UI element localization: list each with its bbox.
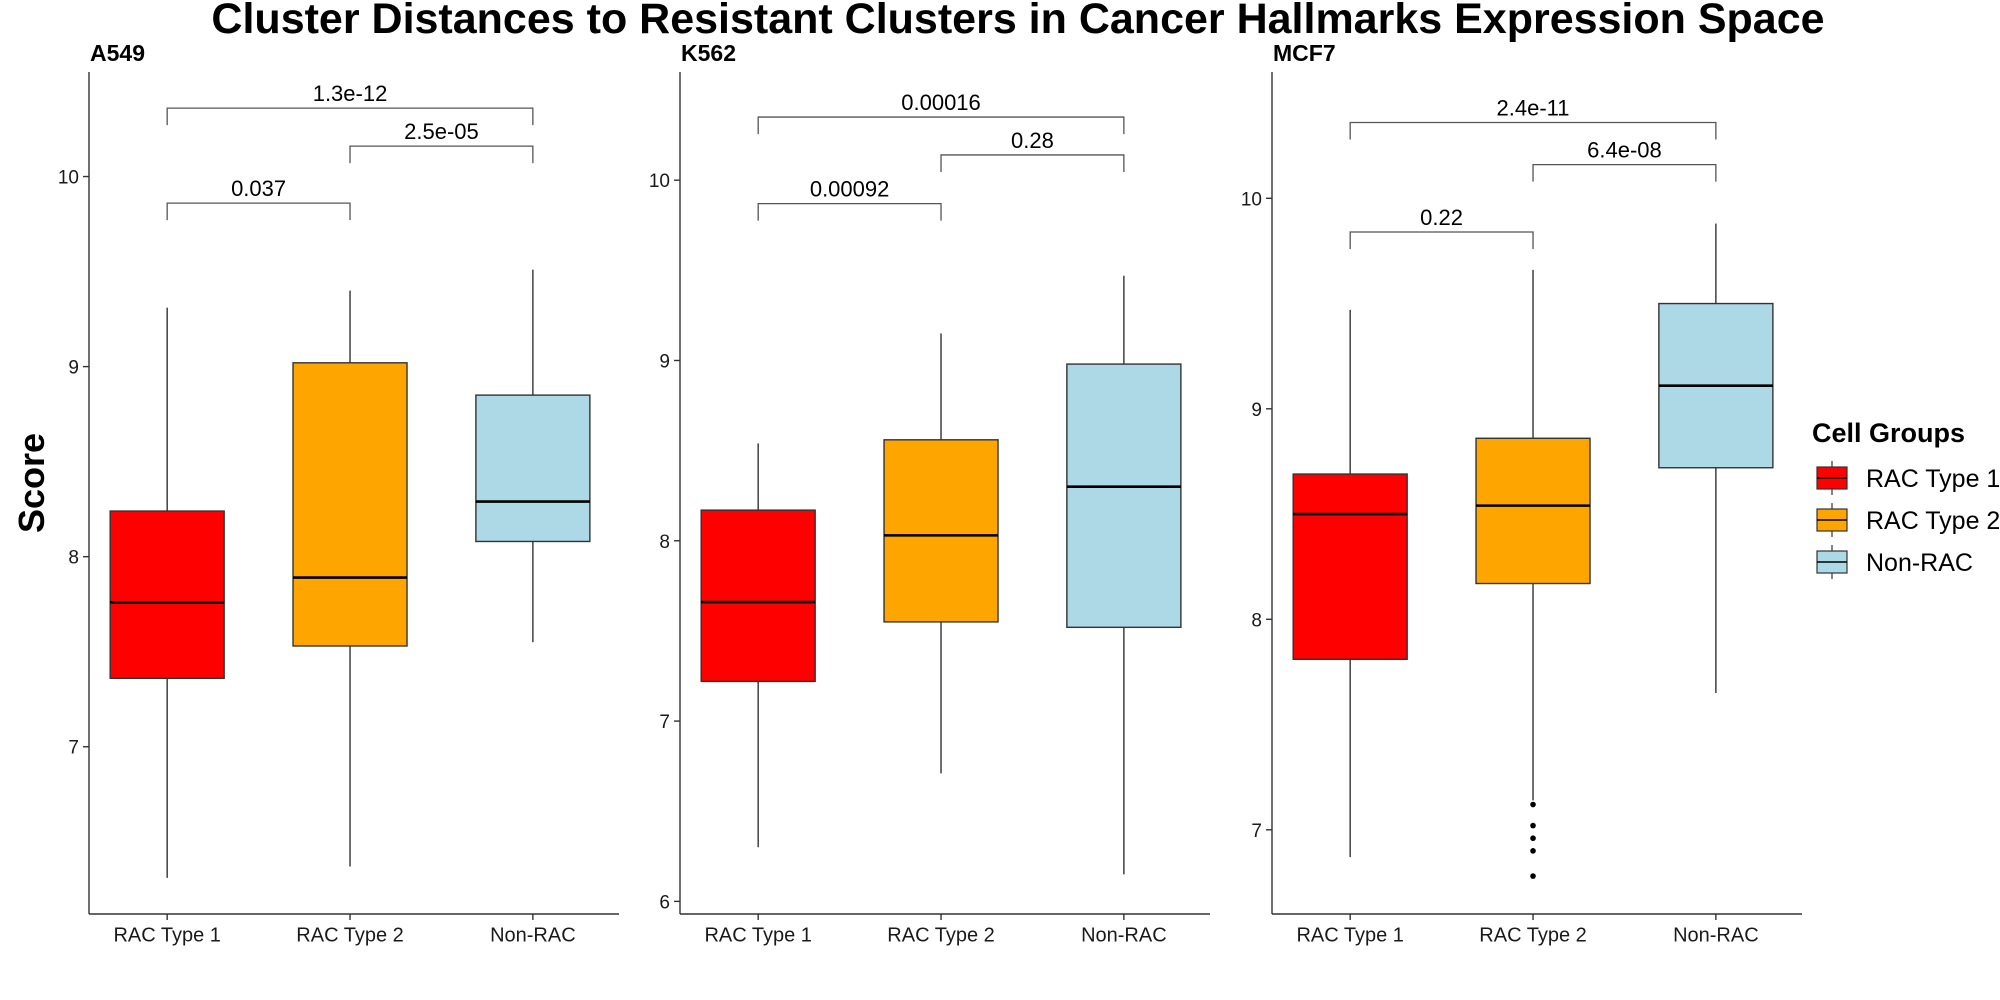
bracket <box>1532 163 1717 182</box>
y-tick-label: 7 <box>1251 821 1262 842</box>
comparison-0-2: 1.3e-12 <box>166 81 534 126</box>
p-value-label: 0.22 <box>1420 205 1463 230</box>
legend-item-rac-type-2: RAC Type 2 <box>1816 503 2000 537</box>
outlier-point <box>1530 835 1536 842</box>
box-body <box>109 510 225 680</box>
legend-item-rac-type-1: RAC Type 1 <box>1816 461 2000 495</box>
panel-a549: A549 7 8 9 10 RAC Type 1 RAC Type 2 Non-RAC 0.03… <box>58 40 619 946</box>
y-tick-label: 9 <box>68 358 79 379</box>
box-body <box>292 362 408 647</box>
legend: Cell Groups RAC Type 1 RAC Type 2 Non-RAC <box>1812 418 2000 579</box>
legend-title: Cell Groups <box>1812 418 1965 448</box>
x-tick-label: RAC Type 2 <box>887 924 994 946</box>
box-body <box>1066 363 1182 629</box>
bracket <box>940 154 1125 172</box>
y-tick-label: 8 <box>1251 610 1262 631</box>
x-tick-label: Non-RAC <box>1673 924 1759 946</box>
p-value-label: 0.28 <box>1011 128 1054 153</box>
box-rac-type-1 <box>1292 309 1408 858</box>
p-value-label: 2.5e-05 <box>404 119 479 144</box>
outlier-point <box>1530 822 1536 829</box>
bracket <box>757 202 942 221</box>
y-tick-label: 10 <box>1241 189 1262 210</box>
box-body <box>1292 473 1408 660</box>
box-rac-type-2 <box>292 290 408 867</box>
box-rac-type-2 <box>1475 269 1591 879</box>
panel-k562: K562 6 7 8 9 10 RAC Type 1 RAC Type 2 Non-RAC 0.0… <box>649 40 1210 946</box>
y-tick-label: 7 <box>68 738 79 759</box>
y-tick-label: 6 <box>659 892 670 913</box>
outlier-point <box>1530 873 1536 879</box>
x-tick-label: RAC Type 1 <box>113 924 220 946</box>
legend-label: RAC Type 2 <box>1866 507 2000 535</box>
y-tick-label: 8 <box>659 532 670 553</box>
comparison-1-2: 2.5e-05 <box>349 119 534 164</box>
panel-title-k562: K562 <box>681 40 736 66</box>
box-body <box>1475 437 1591 585</box>
p-value-label: 1.3e-12 <box>313 81 388 106</box>
panels: A549 7 8 9 10 RAC Type 1 RAC Type 2 Non-RAC 0.03… <box>58 40 1802 946</box>
p-value-label: 2.4e-11 <box>1497 96 1570 121</box>
comparison-0-1: 0.037 <box>166 176 351 221</box>
chart-title: Cluster Distances to Resistant Clusters … <box>211 0 1824 43</box>
box-non-rac <box>1066 275 1182 875</box>
box-body <box>475 394 591 543</box>
y-tick-label: 10 <box>58 168 79 189</box>
panel-mcf7: MCF7 7 8 9 10 RAC Type 1 RAC Type 2 Non-RAC 0.22… <box>1241 40 1802 946</box>
comparison-0-2: 2.4e-11 <box>1349 96 1717 140</box>
box-rac-type-2 <box>883 333 999 774</box>
x-tick-label: RAC Type 1 <box>1296 924 1403 946</box>
comparison-0-1: 0.00092 <box>757 177 942 221</box>
y-tick-label: 10 <box>649 171 670 192</box>
legend-label: Non-RAC <box>1866 549 1973 577</box>
box-non-rac <box>475 269 591 643</box>
x-tick-label: RAC Type 2 <box>1479 924 1586 946</box>
comparison-1-2: 0.28 <box>940 128 1125 172</box>
legend-item-non-rac: Non-RAC <box>1816 545 1973 579</box>
panel-title-mcf7: MCF7 <box>1273 40 1336 66</box>
x-tick-label: RAC Type 2 <box>296 924 403 946</box>
bracket <box>166 202 351 221</box>
box-body <box>883 439 999 623</box>
panel-title-a549: A549 <box>90 40 145 66</box>
y-tick-label: 7 <box>659 712 670 733</box>
bracket <box>1349 121 1717 140</box>
comparison-0-1: 0.22 <box>1349 205 1534 249</box>
p-value-label: 0.00092 <box>810 177 890 202</box>
comparison-0-2: 0.00016 <box>757 90 1125 135</box>
x-tick-label: Non-RAC <box>1081 924 1167 946</box>
p-value-label: 0.037 <box>231 176 286 201</box>
bracket <box>757 116 1125 135</box>
x-tick-label: Non-RAC <box>490 924 576 946</box>
box-non-rac <box>1658 223 1774 693</box>
legend-label: RAC Type 1 <box>1866 465 2000 493</box>
y-tick-label: 9 <box>1251 400 1262 421</box>
x-tick-label: RAC Type 1 <box>704 924 811 946</box>
y-axis-label: Score <box>11 433 52 533</box>
bracket <box>349 145 534 164</box>
box-rac-type-1 <box>109 307 225 878</box>
legend-items: RAC Type 1 RAC Type 2 Non-RAC <box>1816 461 2000 579</box>
bracket <box>166 107 534 126</box>
p-value-label: 0.00016 <box>901 90 981 115</box>
box-body <box>700 509 816 683</box>
box-rac-type-1 <box>700 443 816 848</box>
outlier-point <box>1530 848 1536 854</box>
y-tick-label: 8 <box>68 548 79 569</box>
outlier-point <box>1530 801 1536 808</box>
bracket <box>1349 231 1534 249</box>
comparison-1-2: 6.4e-08 <box>1532 138 1717 182</box>
p-value-label: 6.4e-08 <box>1587 138 1662 163</box>
y-tick-label: 9 <box>659 351 670 372</box>
